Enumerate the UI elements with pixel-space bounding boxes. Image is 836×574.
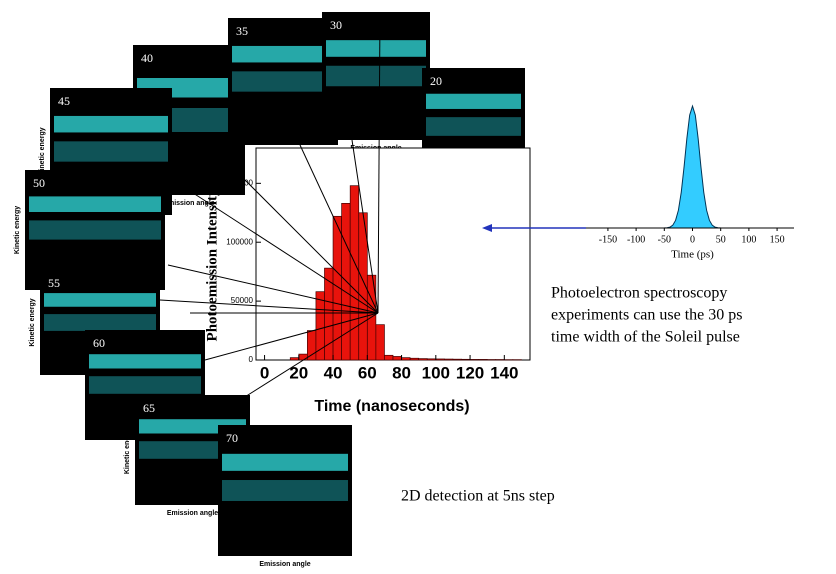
x-tick-label: 0 (690, 234, 695, 245)
caption: experiments can use the 30 ps (551, 307, 743, 324)
plot-frame (255, 147, 531, 361)
bar (478, 359, 488, 361)
pulse-area (607, 104, 778, 229)
bar (375, 324, 385, 361)
bar (392, 356, 402, 361)
x-tick-label: 100 (422, 363, 450, 382)
x-tick-label: -100 (627, 234, 645, 245)
x-tick-label: 40 (324, 363, 343, 382)
caption: time width of the Soleil pulse (551, 329, 740, 346)
panel-x-label: Emission angle (167, 510, 218, 517)
bar (418, 358, 428, 361)
detector-image: 70 Emission angle (218, 425, 352, 568)
caption: 2D detection at 5ns step (401, 488, 555, 505)
bar (461, 358, 471, 361)
cyan-band (44, 314, 156, 331)
cyan-band (222, 480, 348, 501)
connector (351, 139, 379, 314)
cyan-band (232, 45, 334, 63)
bar (435, 358, 445, 361)
x-tick-label: 80 (392, 363, 411, 382)
x-tick-label: -50 (658, 234, 671, 245)
panel-frame (228, 18, 338, 145)
panel-label: 50 (33, 176, 45, 190)
x-axis-label: Time (ps) (671, 249, 714, 261)
y-tick-label: 150000 (226, 178, 253, 187)
y-tick-label: 50000 (231, 296, 254, 305)
cyan-band (44, 293, 156, 307)
panel-label: 55 (48, 276, 60, 290)
panel-y-label: Kinetic energy (124, 426, 131, 474)
panel-label: 20 (430, 74, 442, 88)
panel-label: 30 (330, 18, 342, 32)
bar (409, 357, 420, 361)
connector (204, 312, 379, 361)
cyan-band (54, 141, 168, 162)
connector (169, 177, 379, 314)
cyan-band (426, 93, 521, 109)
bar (349, 185, 360, 361)
bar (452, 358, 462, 361)
panel-label: 35 (236, 24, 248, 38)
bar (469, 359, 479, 361)
cyan-band (29, 196, 161, 212)
cyan-band (54, 115, 168, 133)
cyan-band (426, 117, 521, 136)
bar (426, 358, 437, 361)
connector (239, 312, 379, 401)
bar (401, 357, 411, 361)
panel-y-label: Kinetic energy (39, 127, 46, 175)
detector-image: 35Emission angle (228, 18, 338, 157)
panel-label: 45 (58, 94, 70, 108)
bar (289, 357, 300, 361)
x-tick-label: 140 (490, 363, 518, 382)
detector-image: 30Emission angle (322, 12, 430, 152)
x-tick-label: -150 (599, 234, 617, 245)
panel-x-label: Emission angle (163, 200, 214, 207)
bar (298, 353, 308, 361)
x-axis-label: Time (nanoseconds) (314, 398, 469, 415)
x-tick-label: 100 (741, 234, 756, 245)
caption: Photoelectron spectroscopy (551, 285, 727, 302)
panel-x-label: Emission angle (259, 561, 310, 568)
connector (167, 264, 379, 314)
connector (244, 179, 379, 314)
bar (444, 358, 454, 361)
panel-y-label: Kinetic energy (29, 298, 36, 346)
connector (299, 144, 379, 314)
bar (384, 354, 394, 361)
x-tick-label: 20 (289, 363, 308, 382)
cyan-band (29, 220, 161, 240)
x-tick-label: 120 (456, 363, 484, 382)
bar (307, 330, 317, 361)
cyan-band (89, 376, 201, 394)
panel-label: 70 (226, 431, 238, 445)
x-tick-label: 50 (716, 234, 726, 245)
connector (377, 11, 381, 314)
panel-label: 40 (141, 51, 153, 65)
connector (159, 299, 379, 314)
x-tick-label: 60 (358, 363, 377, 382)
cyan-band (222, 453, 348, 471)
cyan-band (232, 71, 334, 92)
cyan-band (326, 40, 426, 57)
panel-label: 65 (143, 401, 155, 415)
panel-y-label: Kinetic energy (14, 206, 21, 254)
y-tick-label: 0 (249, 355, 254, 364)
panel-label: 60 (93, 336, 105, 350)
bar (341, 203, 351, 361)
panel-frame (322, 12, 430, 140)
cyan-band (326, 65, 426, 87)
panel-frame (218, 425, 352, 556)
y-axis-label: Photoemission Intensity (204, 188, 220, 341)
x-tick-label: 150 (770, 234, 785, 245)
y-tick-label: 100000 (226, 237, 253, 246)
x-tick-label: 0 (260, 363, 269, 382)
cyan-band (89, 354, 201, 369)
arrow-head (482, 224, 492, 232)
